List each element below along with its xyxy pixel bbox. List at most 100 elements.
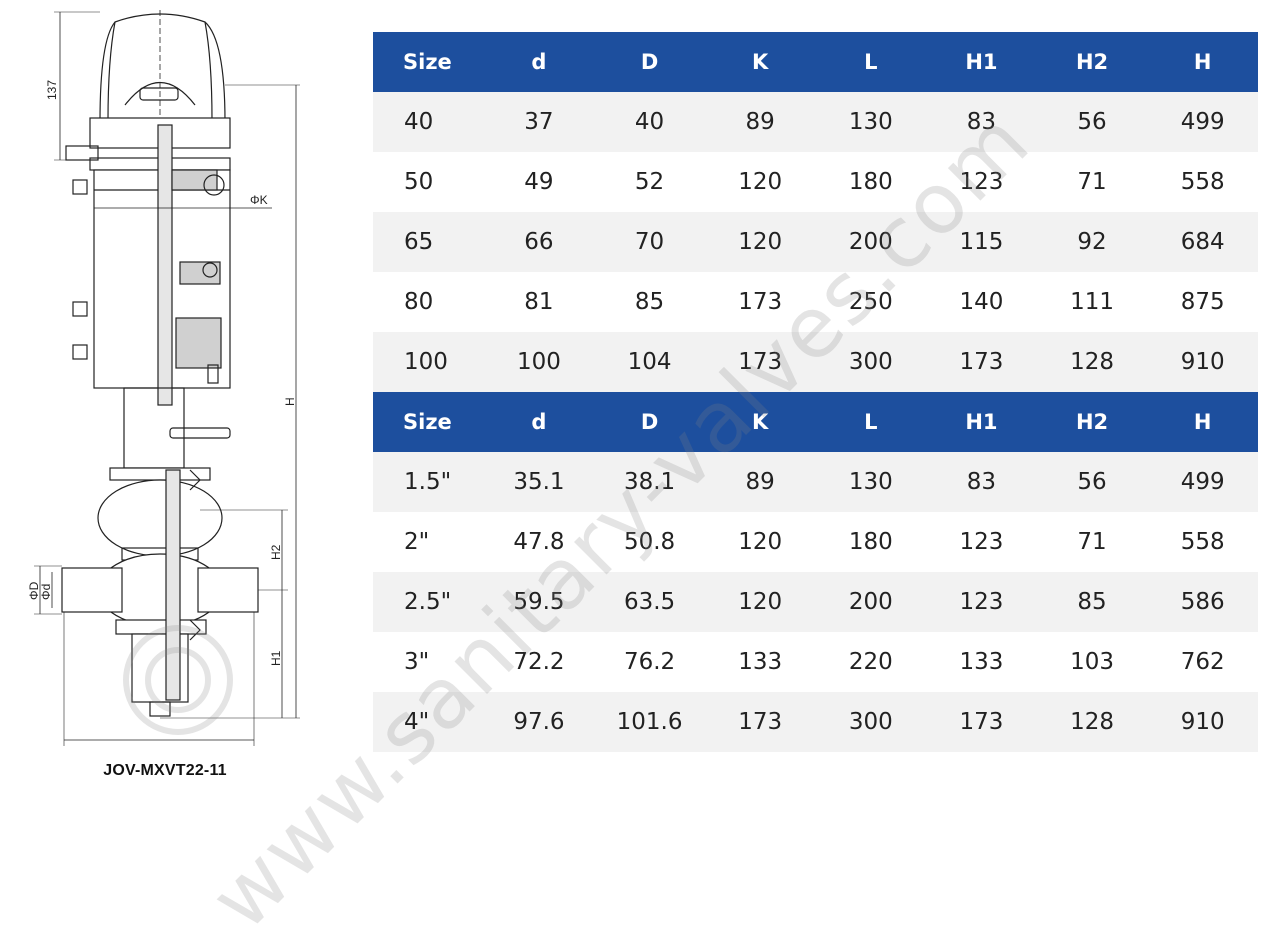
dim-137-label: 137: [45, 80, 59, 100]
table-cell: 499: [1180, 109, 1225, 135]
table-cell: 63.5: [623, 589, 676, 615]
table-cell: 85: [634, 289, 665, 315]
table-cell: 558: [1180, 529, 1225, 555]
table-cell: 250: [848, 289, 893, 315]
table-cell: 66: [524, 229, 554, 255]
table-cell: 47.8: [513, 529, 565, 555]
table-cell: 71: [1077, 169, 1107, 195]
header-cell: d: [531, 410, 547, 434]
table-cell: 52: [634, 169, 665, 195]
header-cell: H2: [1075, 410, 1109, 434]
table-cell: 97.6: [513, 709, 565, 735]
table-cell: 586: [1180, 589, 1225, 615]
table-cell: 65: [404, 229, 434, 255]
header-cell: Size: [403, 50, 452, 74]
table-cell: 140: [959, 289, 1004, 315]
table-cell: 123: [959, 169, 1004, 195]
table-cell: 123: [959, 589, 1004, 615]
header-cell: H: [1193, 410, 1212, 434]
table-cell: 85: [1077, 589, 1107, 615]
table-cell: 71: [1077, 529, 1107, 555]
table-cell: 120: [738, 229, 783, 255]
table-cell: 120: [738, 529, 783, 555]
table-cell: 300: [848, 709, 893, 735]
header-cell: H2: [1075, 50, 1109, 74]
table-cell: 83: [966, 109, 997, 135]
table-cell: 56: [1077, 469, 1107, 495]
table-cell: 100: [404, 349, 448, 375]
table-cell: 173: [959, 709, 1004, 735]
table-row: 50 49 52 120 180 123 71 558: [373, 152, 1258, 212]
valve-technical-drawing: 137 ΦK H H2 H1 ΦD Φd: [0, 0, 330, 794]
table-cell: 3": [404, 649, 430, 675]
table-row: 80 81 85 173 250 140 111 875: [373, 272, 1258, 332]
table-cell: 173: [959, 349, 1004, 375]
dim-h1-label: H1: [269, 650, 283, 666]
header-cell: K: [752, 410, 769, 434]
table-cell: 81: [524, 289, 554, 315]
table-cell: 499: [1180, 469, 1225, 495]
table-cell: 130: [848, 109, 893, 135]
dim-d-outer-label: ΦD: [27, 581, 41, 600]
table-cell: 111: [1070, 289, 1115, 315]
header-cell: D: [640, 410, 659, 434]
table-header-row: Size d D K L H1 H2 H: [373, 32, 1258, 92]
table-cell: 56: [1077, 109, 1107, 135]
table-cell: 80: [404, 289, 434, 315]
table-cell: 180: [848, 529, 893, 555]
table-cell: 76.2: [623, 649, 676, 675]
table-cell: 123: [959, 529, 1004, 555]
table-row: 65 66 70 120 200 115 92 684: [373, 212, 1258, 272]
model-caption: JOV-MXVT22-11: [103, 762, 227, 779]
table-cell: 220: [848, 649, 893, 675]
dim-d-inner-label: Φd: [39, 584, 53, 600]
table-row: 40 37 40 89 130 83 56 499: [373, 92, 1258, 152]
table-cell: 875: [1180, 289, 1225, 315]
table-cell: 684: [1180, 229, 1225, 255]
header-cell: D: [640, 50, 659, 74]
table-cell: 130: [848, 469, 893, 495]
table-cell: 50.8: [623, 529, 676, 555]
dim-h-label: H: [283, 397, 297, 406]
table-header-row: Size d D K L H1 H2 H: [373, 392, 1258, 452]
table-cell: 89: [745, 469, 775, 495]
table-cell: 50: [404, 169, 434, 195]
table-row: 3" 72.2 76.2 133 220 133 103 762: [373, 632, 1258, 692]
table-cell: 120: [738, 169, 783, 195]
table-row: 2.5" 59.5 63.5 120 200 123 85 586: [373, 572, 1258, 632]
table-cell: 128: [1070, 349, 1115, 375]
table-cell: 40: [404, 109, 434, 135]
table-row: 4" 97.6 101.6 173 300 173 128 910: [373, 692, 1258, 752]
table-cell: 92: [1077, 229, 1107, 255]
header-cell: H1: [965, 50, 998, 74]
header-cell: H1: [965, 410, 998, 434]
table-cell: 4": [404, 709, 430, 735]
table-cell: 200: [848, 589, 893, 615]
table-cell: 300: [848, 349, 893, 375]
header-cell: Size: [403, 410, 452, 434]
header-cell: K: [752, 50, 769, 74]
dim-h2-label: H2: [269, 544, 283, 560]
header-cell: d: [531, 50, 547, 74]
table-row: 2" 47.8 50.8 120 180 123 71 558: [373, 512, 1258, 572]
table-cell: 49: [524, 169, 554, 195]
table-cell: 173: [738, 349, 783, 375]
header-cell: L: [864, 410, 878, 434]
table-row: 100 100 104 173 300 173 128 910: [373, 332, 1258, 392]
table-cell: 59.5: [513, 589, 565, 615]
table-cell: 83: [966, 469, 997, 495]
table-cell: 70: [634, 229, 665, 255]
table-cell: 173: [738, 709, 783, 735]
table-cell: 38.1: [623, 469, 676, 495]
header-cell: L: [864, 50, 878, 74]
table-cell: 133: [738, 649, 783, 675]
table-cell: 173: [738, 289, 783, 315]
header-cell: H: [1193, 50, 1212, 74]
table-cell: 910: [1180, 709, 1225, 735]
table-cell: 115: [959, 229, 1004, 255]
table-cell: 120: [738, 589, 783, 615]
table-cell: 103: [1070, 649, 1115, 675]
table-cell: 200: [848, 229, 893, 255]
table-cell: 37: [524, 109, 554, 135]
table-cell: 104: [627, 349, 672, 375]
